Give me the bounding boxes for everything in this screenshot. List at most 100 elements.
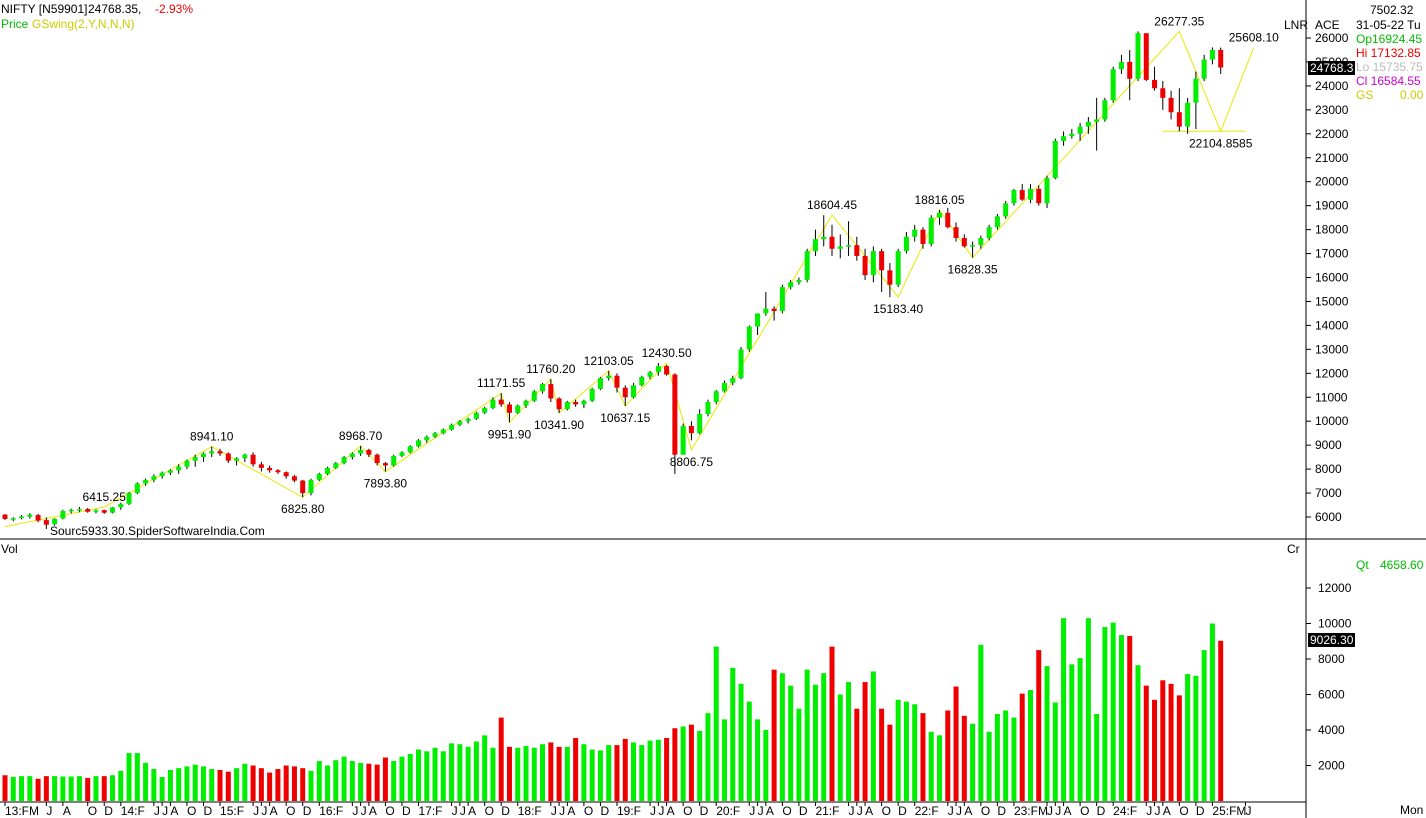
candle[interactable] — [540, 382, 546, 394]
candle[interactable] — [1176, 88, 1182, 132]
volume-bar[interactable] — [978, 644, 984, 801]
candle[interactable] — [225, 452, 231, 464]
volume-bar[interactable] — [250, 765, 256, 802]
candle[interactable] — [93, 509, 99, 514]
candle[interactable] — [961, 234, 967, 248]
volume-bar[interactable] — [548, 742, 554, 801]
volume-bar[interactable] — [1176, 695, 1182, 801]
volume-bar[interactable] — [738, 683, 744, 801]
candle[interactable] — [796, 277, 802, 285]
candle[interactable] — [1127, 49, 1133, 101]
volume-bar[interactable] — [614, 745, 620, 801]
candle[interactable] — [1110, 66, 1116, 103]
volume-bar[interactable] — [746, 701, 752, 801]
candle[interactable] — [490, 397, 496, 410]
candle[interactable] — [531, 390, 537, 403]
indicator-label[interactable]: GSwing(2,Y,N,N,N) — [32, 17, 135, 31]
volume-bar[interactable] — [622, 738, 628, 801]
candle[interactable] — [597, 376, 603, 391]
volume-bar[interactable] — [1011, 717, 1017, 801]
volume-bar[interactable] — [176, 768, 182, 801]
candle[interactable] — [937, 210, 943, 225]
candle[interactable] — [1135, 31, 1141, 82]
candle[interactable] — [721, 380, 727, 393]
volume-bar[interactable] — [788, 685, 794, 801]
volume-bar[interactable] — [779, 673, 785, 801]
candle[interactable] — [482, 406, 488, 415]
candle[interactable] — [1077, 123, 1083, 141]
volume-bar[interactable] — [52, 776, 58, 801]
volume-bar[interactable] — [349, 761, 355, 801]
candle[interactable] — [920, 227, 926, 249]
candle[interactable] — [300, 479, 306, 498]
candle[interactable] — [473, 411, 479, 421]
volume-bar[interactable] — [267, 772, 273, 801]
candle[interactable] — [1185, 97, 1191, 134]
volume-bar[interactable] — [126, 753, 132, 801]
volume-bar[interactable] — [60, 776, 66, 801]
volume-bar[interactable] — [986, 731, 992, 801]
candle[interactable] — [1152, 66, 1158, 91]
volume-bar[interactable] — [515, 747, 521, 801]
candle[interactable] — [895, 248, 901, 288]
volume-bar[interactable] — [895, 699, 901, 801]
candle[interactable] — [200, 452, 206, 462]
candle[interactable] — [879, 248, 885, 292]
volume-bar[interactable] — [771, 669, 777, 801]
volume-bar[interactable] — [151, 769, 157, 801]
volume-bars[interactable] — [2, 618, 1224, 802]
volume-bar[interactable] — [903, 701, 909, 801]
candle[interactable] — [639, 375, 645, 387]
volume-bar[interactable] — [308, 770, 314, 801]
volume-bar[interactable] — [697, 730, 703, 801]
candle[interactable] — [953, 222, 959, 242]
candle[interactable] — [349, 452, 355, 460]
volume-bar[interactable] — [432, 747, 438, 801]
volume-bar[interactable] — [43, 776, 49, 801]
volume-bar[interactable] — [713, 646, 719, 801]
volume-bar[interactable] — [639, 745, 645, 801]
volume-bar[interactable] — [730, 667, 736, 801]
volume-bar[interactable] — [167, 769, 173, 801]
candle[interactable] — [804, 248, 810, 283]
candle[interactable] — [416, 439, 421, 448]
candle[interactable] — [35, 513, 41, 523]
volume-bar[interactable] — [316, 761, 322, 801]
volume-bar[interactable] — [1218, 640, 1224, 801]
volume-bar[interactable] — [1052, 702, 1058, 801]
candle[interactable] — [366, 448, 372, 458]
volume-bar[interactable] — [1061, 618, 1067, 801]
candle[interactable] — [829, 224, 835, 256]
candle[interactable] — [101, 509, 107, 514]
candle[interactable] — [994, 214, 1000, 230]
candle[interactable] — [2, 514, 8, 520]
candle[interactable] — [1218, 47, 1224, 74]
candle[interactable] — [821, 215, 827, 247]
candle[interactable] — [325, 466, 331, 476]
volume-bar[interactable] — [870, 671, 876, 801]
candle[interactable] — [1044, 175, 1050, 209]
candle[interactable] — [655, 363, 661, 376]
candle[interactable] — [60, 509, 66, 520]
volume-bar[interactable] — [763, 730, 769, 801]
candle[interactable] — [432, 431, 438, 438]
volume-bar[interactable] — [647, 740, 653, 801]
volume-bar[interactable] — [366, 763, 372, 801]
candle[interactable] — [1052, 138, 1058, 180]
volume-bar[interactable] — [1094, 714, 1100, 801]
volume-bar[interactable] — [970, 723, 976, 801]
candle[interactable] — [1102, 97, 1108, 122]
volume-bar[interactable] — [85, 777, 91, 801]
candle[interactable] — [713, 390, 719, 405]
volume-bar[interactable] — [1127, 635, 1133, 801]
volume-bar[interactable] — [796, 708, 802, 801]
volume-bar[interactable] — [597, 750, 603, 801]
volume-bar[interactable] — [217, 769, 223, 801]
volume-bar[interactable] — [506, 746, 512, 801]
volume-bar[interactable] — [424, 751, 430, 801]
candle[interactable] — [43, 517, 49, 529]
volume-bar[interactable] — [879, 708, 885, 801]
volume-bar[interactable] — [27, 776, 33, 801]
candle[interactable] — [1168, 90, 1174, 120]
